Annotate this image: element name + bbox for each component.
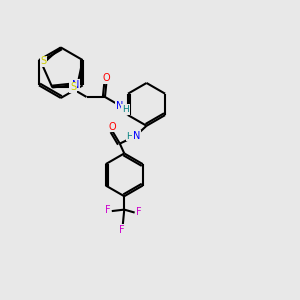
Text: N: N <box>133 131 140 141</box>
Text: S: S <box>40 56 46 66</box>
Text: O: O <box>109 122 116 132</box>
Text: H: H <box>122 105 129 114</box>
Text: H: H <box>127 132 133 141</box>
Text: N: N <box>72 80 80 90</box>
Text: F: F <box>119 225 125 235</box>
Text: O: O <box>103 73 110 83</box>
Text: S: S <box>70 82 76 92</box>
Text: F: F <box>136 207 142 217</box>
Text: N: N <box>116 101 124 111</box>
Text: F: F <box>104 206 110 215</box>
